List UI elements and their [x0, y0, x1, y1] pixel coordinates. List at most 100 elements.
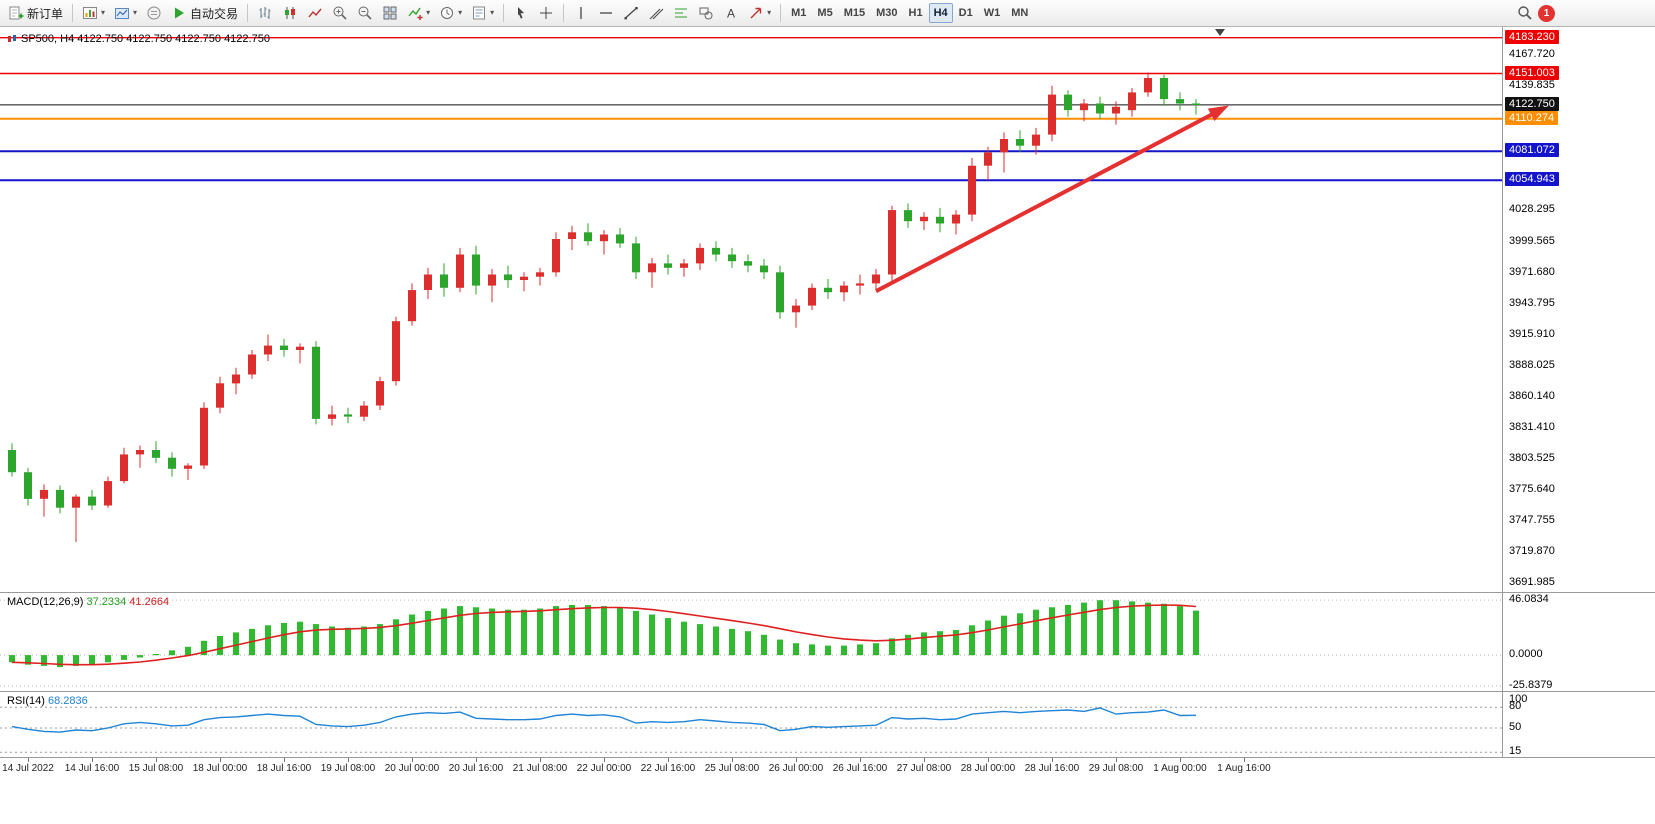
zoom-out-button[interactable]	[353, 2, 377, 24]
shapes-tool-button[interactable]	[694, 2, 718, 24]
horizontal-line-tool-button[interactable]	[594, 2, 618, 24]
rsi-panel-separator[interactable]	[0, 691, 1655, 692]
time-tick	[604, 758, 605, 762]
macd-main-value: 37.2334	[86, 596, 127, 608]
macd-chart[interactable]	[0, 593, 1502, 691]
time-label: 14 Jul 16:00	[64, 763, 120, 774]
candle-body	[536, 272, 544, 277]
candle-body	[296, 346, 304, 350]
macd-histogram-bar	[313, 624, 319, 656]
macd-label: MACD(12,26,9) 37.2334 41.2664	[7, 596, 169, 608]
templates-button[interactable]: ▾	[467, 2, 498, 24]
candle-body	[1192, 103, 1200, 105]
candle-body	[776, 272, 784, 313]
macd-histogram-bar	[729, 628, 735, 656]
macd-histogram-bar	[57, 655, 63, 668]
candle-body	[792, 305, 800, 313]
candle-body	[952, 214, 960, 224]
arrows-tool-button[interactable]: ▾	[744, 2, 775, 24]
price-axis[interactable]: 4167.720 4139.835 4028.295 3999.565 3971.680…	[1503, 0, 1655, 824]
indicators-button[interactable]: ▾	[403, 2, 434, 24]
trendline-tool-button[interactable]	[619, 2, 643, 24]
macd-histogram-bar	[681, 621, 687, 656]
macd-histogram-bar	[233, 632, 239, 656]
timeframe-d1-button[interactable]: D1	[954, 3, 978, 23]
rsi-axis-tick: 100	[1509, 693, 1528, 705]
time-label: 20 Jul 16:00	[448, 763, 504, 774]
macd-histogram-bar	[201, 640, 207, 656]
time-axis[interactable]: 14 Jul 2022 14 Jul 16:00 15 Jul 08:00 18 Ju…	[0, 758, 1655, 780]
time-label: 1 Aug 16:00	[1217, 763, 1271, 774]
notification-badge[interactable]: 1	[1538, 4, 1555, 22]
fibonacci-tool-button[interactable]	[669, 2, 693, 24]
time-tick	[1244, 758, 1245, 762]
price-tick: 3775.640	[1509, 483, 1555, 495]
macd-histogram-bar	[553, 606, 559, 656]
macd-histogram-bar	[713, 626, 719, 656]
crosshair-tool-button[interactable]	[534, 2, 558, 24]
toolbar-separator	[247, 4, 249, 22]
candle-body	[408, 290, 416, 322]
timeframe-mn-button[interactable]: MN	[1006, 3, 1033, 23]
profiles-button[interactable]: ▾	[110, 2, 141, 24]
shift-marker[interactable]	[1215, 29, 1225, 36]
time-tick	[1180, 758, 1181, 762]
timeframe-w1-button[interactable]: W1	[979, 3, 1006, 23]
macd-histogram-bar	[1161, 603, 1167, 656]
macd-name: MACD(12,26,9)	[7, 596, 84, 608]
candle-body	[1176, 99, 1184, 104]
candle-body	[696, 247, 704, 264]
candlestick-icon	[285, 7, 296, 19]
candle-body	[56, 489, 64, 508]
data-window-button[interactable]	[142, 2, 166, 24]
horizontal-line-icon	[600, 12, 613, 14]
timeframe-m15-button[interactable]: M15	[839, 3, 870, 23]
autotrading-button[interactable]: 自动交易	[167, 2, 242, 24]
periods-button[interactable]: ▾	[435, 2, 466, 24]
time-tick	[668, 758, 669, 762]
new-order-button[interactable]: 新订单	[4, 2, 67, 24]
line-chart-button[interactable]	[303, 2, 327, 24]
time-tick	[732, 758, 733, 762]
candle-body	[824, 287, 832, 293]
macd-panel-separator[interactable]	[0, 592, 1655, 593]
timeframe-m5-button[interactable]: M5	[812, 3, 837, 23]
rsi-axis-tick: 15	[1509, 745, 1522, 757]
vertical-line-tool-button[interactable]	[569, 2, 593, 24]
dropdown-caret: ▾	[426, 8, 431, 17]
macd-histogram-bar	[937, 631, 943, 656]
macd-axis-tick: -25.8379	[1509, 679, 1553, 691]
candle-body	[1096, 103, 1104, 114]
toolbar: 新订单 ▾ ▾ 自动交易	[0, 0, 1655, 27]
text-tool-button[interactable]: A	[719, 2, 743, 24]
tile-windows-button[interactable]	[378, 2, 402, 24]
price-tick: 3888.025	[1509, 359, 1555, 371]
price-tick: 4167.720	[1509, 48, 1555, 60]
search-button[interactable]	[1513, 2, 1537, 24]
price-tick: 3943.795	[1509, 297, 1555, 309]
channel-tool-button[interactable]	[644, 2, 668, 24]
bar-chart-button[interactable]	[253, 2, 277, 24]
candle-body	[632, 243, 640, 273]
time-label: 28 Jul 00:00	[960, 763, 1016, 774]
candle-body	[1048, 94, 1056, 135]
timeframe-h4-button[interactable]: H4	[928, 3, 953, 23]
time-tick	[476, 758, 477, 762]
timeframe-m1-button[interactable]: M1	[786, 3, 811, 23]
timeframe-m30-button[interactable]: M30	[871, 3, 902, 23]
cursor-tool-button[interactable]	[509, 2, 533, 24]
template-icon	[473, 6, 486, 20]
new-chart-button[interactable]: ▾	[78, 2, 109, 24]
price-axis-separator	[1502, 27, 1503, 758]
candlestick-chart[interactable]	[0, 28, 1502, 591]
timeframe-h1-button[interactable]: H1	[904, 3, 928, 23]
rsi-chart[interactable]	[0, 692, 1502, 757]
macd-histogram-bar	[793, 643, 799, 656]
candlestick-chart-button[interactable]	[278, 2, 302, 24]
rsi-value: 68.2836	[47, 695, 88, 707]
macd-histogram-bar	[41, 655, 47, 666]
zoom-in-button[interactable]	[328, 2, 352, 24]
trend-arrow-line[interactable]	[875, 108, 1221, 293]
candle-body	[488, 274, 496, 286]
macd-histogram-bar	[1193, 610, 1199, 656]
